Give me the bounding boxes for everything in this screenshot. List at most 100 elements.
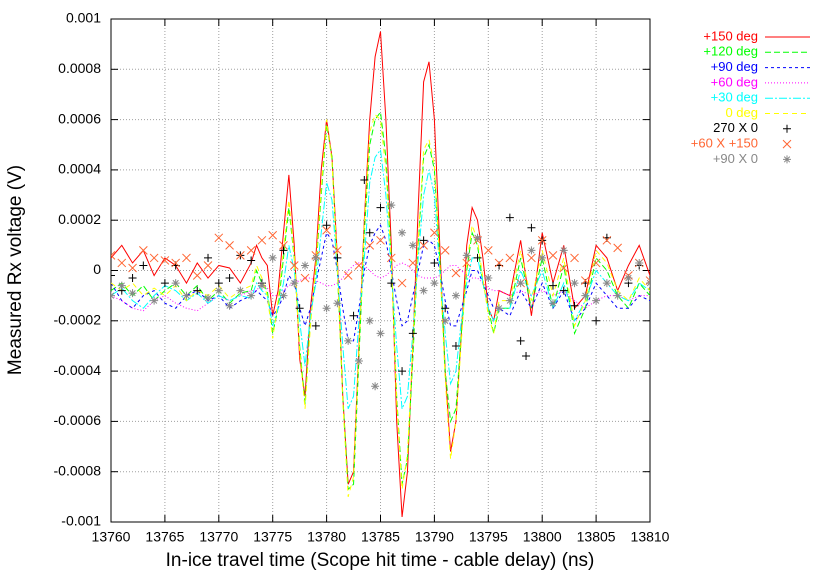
- scatter-point: [236, 286, 245, 295]
- scatter-point: [386, 253, 396, 263]
- legend-label: 270 X 0: [713, 120, 758, 135]
- series-line: [111, 31, 650, 518]
- scatter-point: [311, 253, 320, 262]
- scatter-point: [204, 253, 213, 262]
- scatter-point: [537, 235, 547, 245]
- legend-label: 0 deg: [725, 105, 758, 120]
- scatter-point: [397, 278, 407, 288]
- scatter-point: [419, 286, 428, 295]
- scatter-point: [451, 291, 460, 300]
- scatter-point: [246, 246, 256, 255]
- scatter-point: [635, 258, 644, 267]
- y-tick-label: 0: [93, 261, 101, 277]
- scatter-point: [214, 233, 224, 243]
- scatter-point: [441, 304, 450, 313]
- scatter-point: [570, 253, 579, 263]
- series-line: [111, 224, 650, 342]
- scatter-point: [138, 246, 148, 255]
- scatter-point: [494, 258, 504, 268]
- scatter-point: [214, 279, 223, 288]
- scatter-point: [462, 258, 472, 268]
- scatter-point: [559, 286, 568, 295]
- scatter-point: [295, 304, 304, 313]
- scatter-point: [451, 341, 460, 350]
- scatter-point: [387, 279, 396, 288]
- scatter-point: [365, 316, 374, 325]
- scatter-point: [624, 274, 633, 283]
- scatter-point: [505, 253, 515, 263]
- scatter-point: [354, 357, 363, 366]
- scatter-point: [203, 261, 213, 270]
- x-tick-label: 13785: [361, 529, 400, 545]
- scatter-point: [343, 271, 353, 280]
- scatter-point: [522, 352, 531, 361]
- scatter-point: [570, 301, 579, 310]
- scatter-point: [279, 246, 288, 255]
- scatter-point: [279, 240, 288, 250]
- scatter-point: [516, 336, 525, 345]
- scatter-point: [484, 274, 493, 283]
- scatter-point: [160, 256, 170, 265]
- scatter-point: [398, 228, 407, 237]
- scatter-point: [117, 258, 127, 268]
- scatter-point: [613, 291, 622, 300]
- scatter-point: [419, 240, 428, 250]
- legend-marker: [782, 139, 792, 149]
- scatter-point: [344, 336, 353, 345]
- scatter-point: [451, 268, 461, 278]
- scatter-point: [570, 279, 579, 288]
- scatter-point: [182, 253, 191, 263]
- scatter-point: [128, 263, 137, 273]
- scatter-point: [311, 321, 320, 330]
- scatter-point: [441, 316, 450, 325]
- scatter-point: [204, 294, 213, 303]
- y-tick-label: 0.0004: [58, 161, 101, 177]
- scatter-point: [139, 261, 148, 270]
- plot-area: [111, 31, 650, 518]
- scatter-point: [419, 236, 428, 245]
- scatter-point: [111, 291, 115, 300]
- x-tick-label: 13810: [631, 529, 670, 545]
- scatter-point: [225, 240, 234, 250]
- scatter-point: [365, 228, 374, 237]
- x-tick-label: 13805: [577, 529, 616, 545]
- scatter-point: [268, 253, 277, 262]
- scatter-point: [111, 251, 116, 260]
- scatter-point: [527, 246, 536, 255]
- legend-label: +90 X 0: [713, 151, 758, 166]
- x-tick-label: 13790: [415, 529, 454, 545]
- scatter-point: [268, 230, 278, 240]
- legend-marker: [783, 155, 791, 164]
- y-tick-label: 0.0006: [58, 110, 101, 126]
- scatter-point: [289, 261, 299, 270]
- scatter-point: [592, 316, 601, 325]
- scatter-point: [333, 246, 342, 255]
- x-tick-label: 13760: [92, 529, 131, 545]
- scatter-point: [408, 329, 417, 338]
- scatter-point: [398, 367, 407, 376]
- scatter-point: [365, 240, 375, 250]
- scatter-point: [117, 281, 126, 290]
- scatter-point: [225, 274, 234, 283]
- scatter-point: [149, 253, 159, 263]
- scatter-point: [301, 261, 310, 270]
- legend-label: +30 deg: [711, 90, 758, 105]
- legend-marker: [783, 124, 791, 133]
- series-line: [111, 113, 650, 497]
- scatter-point: [516, 279, 525, 288]
- scatter-point: [371, 382, 380, 391]
- scatter-point: [376, 329, 385, 338]
- scatter-point: [408, 241, 417, 250]
- scatter-point: [473, 233, 482, 242]
- x-axis-title: In-ice travel time (Scope hit time - cab…: [166, 550, 595, 571]
- x-tick-label: 13795: [469, 529, 508, 545]
- scatter-point: [559, 246, 568, 255]
- x-tick-label: 13765: [145, 529, 184, 545]
- scatter-point: [354, 261, 364, 270]
- y-tick-label: -0.001: [61, 513, 101, 529]
- scatter-point: [581, 291, 590, 300]
- scatter-point: [592, 296, 601, 305]
- x-tick-label: 13780: [307, 529, 346, 545]
- scatter-point: [602, 235, 612, 245]
